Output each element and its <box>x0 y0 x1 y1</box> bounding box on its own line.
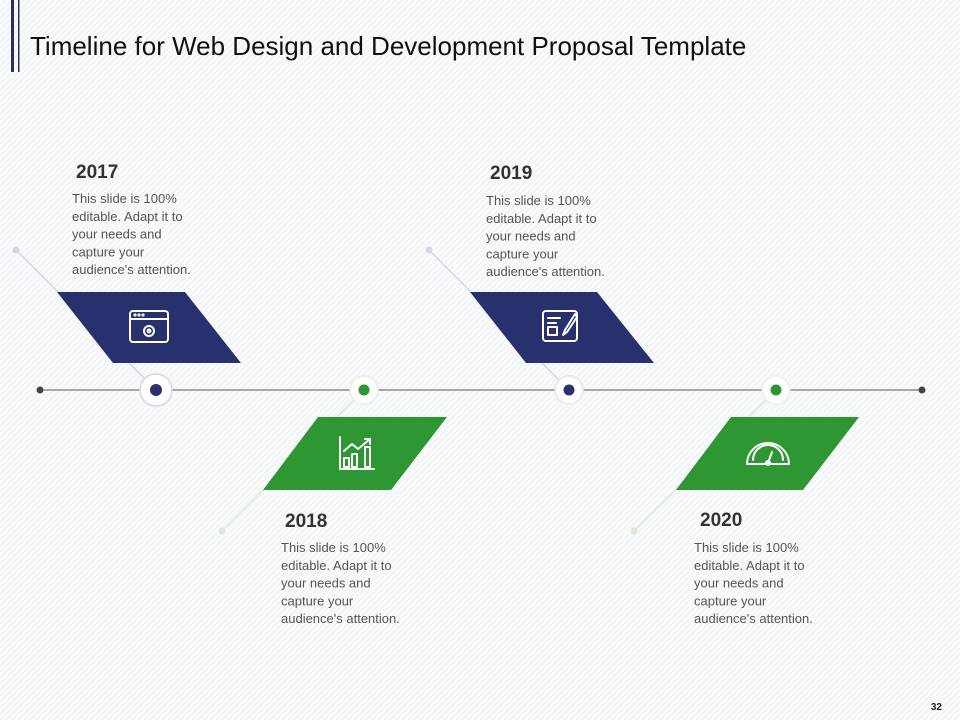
description-line: capture your <box>72 244 145 259</box>
node-dot <box>563 384 575 396</box>
page-number: 32 <box>931 702 943 713</box>
speedometer-icon <box>746 442 790 466</box>
milestone-shape <box>57 292 241 363</box>
connector-dot <box>425 246 433 254</box>
design-tablet-icon <box>542 310 578 342</box>
description-line: your needs and <box>694 576 784 591</box>
milestone-texts: 2017 This slide is 100% editable. Adapt it… <box>72 162 813 626</box>
connector-dot <box>218 527 226 535</box>
connector-dot <box>630 527 638 535</box>
growth-chart-icon <box>339 436 375 470</box>
description-line: editable. Adapt it to <box>72 209 183 224</box>
milestone-shape <box>676 417 859 490</box>
connector-dot <box>12 246 20 254</box>
year: 2019 <box>490 163 532 184</box>
year: 2017 <box>76 162 118 183</box>
year: 2020 <box>700 510 742 531</box>
description-line: your needs and <box>281 576 371 591</box>
description-line: editable. Adapt it to <box>281 558 392 573</box>
timeline-end <box>36 386 44 394</box>
description-line: audience's attention. <box>281 611 400 626</box>
description-line: capture your <box>281 593 354 608</box>
description-line: This slide is 100% <box>281 540 386 555</box>
description-line: This slide is 100% <box>694 540 799 555</box>
timeline-end <box>918 386 926 394</box>
description-line: editable. Adapt it to <box>486 211 597 226</box>
description-line: This slide is 100% <box>72 191 177 206</box>
description-line: capture your <box>694 593 767 608</box>
description-line: your needs and <box>486 229 576 244</box>
node-dot <box>770 384 782 396</box>
title: Timeline for Web Design and Development … <box>30 31 746 61</box>
node-dot <box>358 384 370 396</box>
accent-bar <box>11 0 14 72</box>
year: 2018 <box>285 511 327 532</box>
accent-bar <box>18 0 20 72</box>
milestone-shape <box>470 292 654 363</box>
browser-settings-icon <box>129 310 169 343</box>
description-line: This slide is 100% <box>486 193 591 208</box>
description-line: audience's attention. <box>72 262 191 277</box>
node-dot <box>150 384 162 396</box>
description-line: editable. Adapt it to <box>694 558 805 573</box>
description-line: audience's attention. <box>486 264 605 279</box>
description-line: your needs and <box>72 227 162 242</box>
description-line: capture your <box>486 246 559 261</box>
description-line: audience's attention. <box>694 611 813 626</box>
